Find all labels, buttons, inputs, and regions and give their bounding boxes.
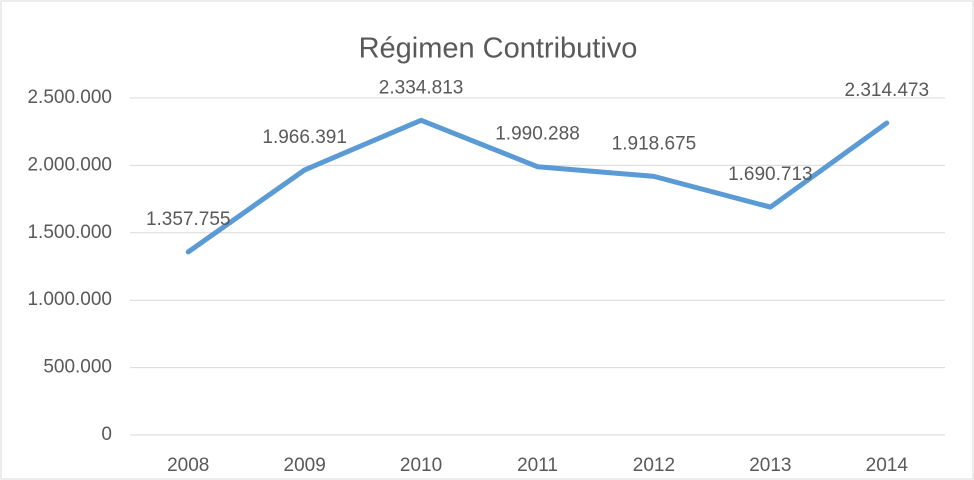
x-tick-label: 2013 (749, 455, 791, 476)
data-label: 2.314.473 (845, 80, 930, 101)
y-tick-label: 0 (101, 424, 112, 445)
data-label: 1.918.675 (612, 133, 697, 154)
data-label: 1.990.288 (495, 124, 580, 145)
x-tick-label: 2008 (167, 455, 209, 476)
y-tick-label: 2.000.000 (27, 154, 112, 175)
x-tick-label: 2014 (866, 455, 909, 476)
chart-title: Régimen Contributivo (359, 33, 638, 65)
x-tick-label: 2011 (517, 455, 558, 476)
data-label: 1.966.391 (262, 127, 347, 148)
x-tick-label: 2010 (400, 455, 442, 476)
y-tick-label: 2.500.000 (27, 87, 112, 108)
y-tick-label: 1.000.000 (27, 289, 112, 310)
data-label: 1.690.713 (728, 164, 813, 185)
data-label: 1.357.755 (146, 209, 231, 230)
line (185, 117, 890, 255)
data-label: 2.334.813 (379, 77, 464, 98)
x-tick-label: 2009 (284, 455, 326, 476)
x-tick-label: 2012 (633, 455, 675, 476)
y-tick-label: 1.500.000 (27, 222, 112, 243)
y-tick-label: 500.000 (43, 357, 112, 378)
